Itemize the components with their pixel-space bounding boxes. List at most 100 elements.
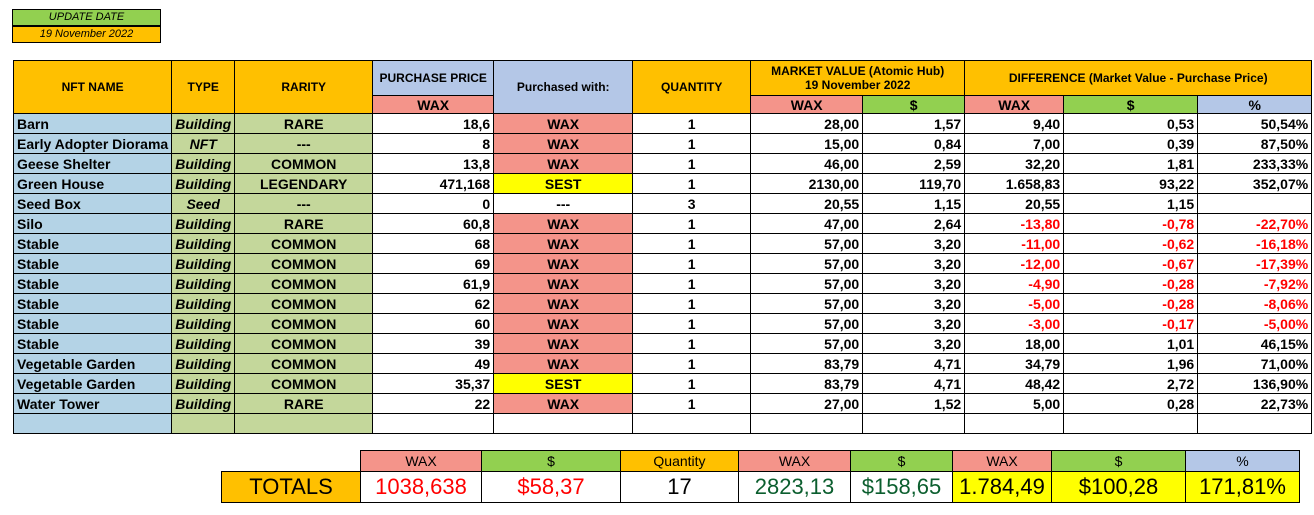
cell-quantity[interactable]: 3	[632, 193, 752, 214]
cell-mv-wax[interactable]: 57,00	[750, 273, 864, 294]
totals-header-diff-pct[interactable]: %	[1185, 450, 1300, 472]
cell-diff-wax[interactable]: 1.658,83	[964, 173, 1065, 194]
cell-quantity[interactable]: 1	[632, 213, 752, 234]
cell-mv-wax[interactable]: 46,00	[750, 153, 864, 174]
empty-cell[interactable]	[632, 413, 752, 434]
cell-quantity[interactable]: 1	[632, 253, 752, 274]
cell-rarity[interactable]: COMMON	[234, 373, 374, 394]
cell-rarity[interactable]: COMMON	[234, 233, 374, 254]
header-quantity[interactable]: QUANTITY	[632, 60, 752, 114]
empty-cell[interactable]	[1063, 413, 1199, 434]
cell-type[interactable]: Building	[171, 253, 236, 274]
cell-diff-wax[interactable]: 5,00	[964, 393, 1065, 414]
empty-cell[interactable]	[234, 413, 374, 434]
header-purchase-wax[interactable]: WAX	[372, 95, 495, 114]
cell-mv-usd[interactable]: 4,71	[862, 373, 966, 394]
cell-nft-name[interactable]: Geese Shelter	[12, 153, 173, 174]
totals-header-mv-usd[interactable]: $	[850, 450, 953, 472]
cell-diff-pct[interactable]: 46,15%	[1197, 333, 1313, 354]
header-type[interactable]: TYPE	[171, 60, 236, 114]
cell-purchased-with[interactable]: WAX	[493, 233, 634, 254]
cell-purchase-price[interactable]: 49	[372, 353, 495, 374]
totals-header-diff-wax[interactable]: WAX	[952, 450, 1052, 472]
cell-rarity[interactable]: COMMON	[234, 353, 374, 374]
cell-purchase-price[interactable]: 35,37	[372, 373, 495, 394]
header-diff-pct[interactable]: %	[1197, 95, 1313, 114]
cell-quantity[interactable]: 1	[632, 373, 752, 394]
cell-nft-name[interactable]: Water Tower	[12, 393, 173, 414]
cell-diff-usd[interactable]: -0,28	[1063, 293, 1199, 314]
cell-nft-name[interactable]: Stable	[12, 233, 173, 254]
total-mv-wax[interactable]: 2823,13	[738, 471, 851, 503]
cell-mv-wax[interactable]: 83,79	[750, 373, 864, 394]
cell-rarity[interactable]: COMMON	[234, 153, 374, 174]
header-difference[interactable]: DIFFERENCE (Market Value - Purchase Pric…	[964, 60, 1313, 96]
cell-diff-wax[interactable]: 20,55	[964, 193, 1065, 214]
cell-purchased-with[interactable]: WAX	[493, 393, 634, 414]
cell-mv-wax[interactable]: 57,00	[750, 313, 864, 334]
cell-mv-wax[interactable]: 28,00	[750, 113, 864, 134]
totals-header-mv-wax[interactable]: WAX	[738, 450, 851, 472]
cell-diff-pct[interactable]	[1197, 193, 1313, 214]
cell-purchased-with[interactable]: WAX	[493, 353, 634, 374]
cell-rarity[interactable]: RARE	[234, 213, 374, 234]
cell-diff-usd[interactable]: -0,62	[1063, 233, 1199, 254]
cell-diff-wax[interactable]: 32,20	[964, 153, 1065, 174]
cell-quantity[interactable]: 1	[632, 333, 752, 354]
cell-diff-pct[interactable]: -16,18%	[1197, 233, 1313, 254]
cell-type[interactable]: Building	[171, 153, 236, 174]
cell-diff-usd[interactable]: 1,81	[1063, 153, 1199, 174]
cell-nft-name[interactable]: Vegetable Garden	[12, 353, 173, 374]
cell-type[interactable]: NFT	[171, 133, 236, 154]
cell-diff-pct[interactable]: 87,50%	[1197, 133, 1313, 154]
cell-quantity[interactable]: 1	[632, 353, 752, 374]
cell-purchased-with[interactable]: WAX	[493, 133, 634, 154]
total-diff-wax[interactable]: 1.784,49	[952, 471, 1052, 503]
empty-cell[interactable]	[750, 413, 864, 434]
cell-diff-pct[interactable]: -7,92%	[1197, 273, 1313, 294]
cell-diff-wax[interactable]: -13,80	[964, 213, 1065, 234]
cell-purchase-price[interactable]: 68	[372, 233, 495, 254]
cell-diff-usd[interactable]: 2,72	[1063, 373, 1199, 394]
cell-mv-usd[interactable]: 119,70	[862, 173, 966, 194]
cell-diff-pct[interactable]: 352,07%	[1197, 173, 1313, 194]
cell-purchased-with[interactable]: ---	[493, 193, 634, 214]
cell-rarity[interactable]: COMMON	[234, 313, 374, 334]
cell-nft-name[interactable]: Vegetable Garden	[12, 373, 173, 394]
cell-rarity[interactable]: COMMON	[234, 293, 374, 314]
cell-quantity[interactable]: 1	[632, 113, 752, 134]
total-purchase-wax[interactable]: 1038,638	[360, 471, 482, 503]
cell-type[interactable]: Building	[171, 393, 236, 414]
cell-purchase-price[interactable]: 22	[372, 393, 495, 414]
empty-cell[interactable]	[964, 413, 1065, 434]
header-purchase-price[interactable]: PURCHASE PRICE	[372, 60, 495, 96]
cell-mv-usd[interactable]: 3,20	[862, 233, 966, 254]
cell-diff-pct[interactable]: -22,70%	[1197, 213, 1313, 234]
empty-cell[interactable]	[372, 413, 495, 434]
header-mv-usd[interactable]: $	[862, 95, 966, 114]
total-diff-usd[interactable]: $100,28	[1051, 471, 1186, 503]
header-diff-wax[interactable]: WAX	[964, 95, 1065, 114]
cell-type[interactable]: Seed	[171, 193, 236, 214]
cell-purchase-price[interactable]: 60	[372, 313, 495, 334]
totals-header-quantity[interactable]: Quantity	[620, 450, 739, 472]
cell-diff-pct[interactable]: 136,90%	[1197, 373, 1313, 394]
cell-nft-name[interactable]: Early Adopter Diorama	[12, 133, 173, 154]
cell-nft-name[interactable]: Barn	[12, 113, 173, 134]
cell-purchased-with[interactable]: WAX	[493, 113, 634, 134]
cell-mv-usd[interactable]: 1,15	[862, 193, 966, 214]
cell-purchased-with[interactable]: WAX	[493, 293, 634, 314]
cell-rarity[interactable]: COMMON	[234, 253, 374, 274]
cell-purchase-price[interactable]: 18,6	[372, 113, 495, 134]
cell-mv-usd[interactable]: 4,71	[862, 353, 966, 374]
cell-mv-wax[interactable]: 47,00	[750, 213, 864, 234]
cell-rarity[interactable]: RARE	[234, 393, 374, 414]
cell-purchased-with[interactable]: WAX	[493, 333, 634, 354]
cell-rarity[interactable]: ---	[234, 193, 374, 214]
cell-mv-wax[interactable]: 57,00	[750, 333, 864, 354]
cell-type[interactable]: Building	[171, 293, 236, 314]
cell-mv-wax[interactable]: 15,00	[750, 133, 864, 154]
cell-rarity[interactable]: RARE	[234, 113, 374, 134]
cell-rarity[interactable]: LEGENDARY	[234, 173, 374, 194]
cell-nft-name[interactable]: Silo	[12, 213, 173, 234]
